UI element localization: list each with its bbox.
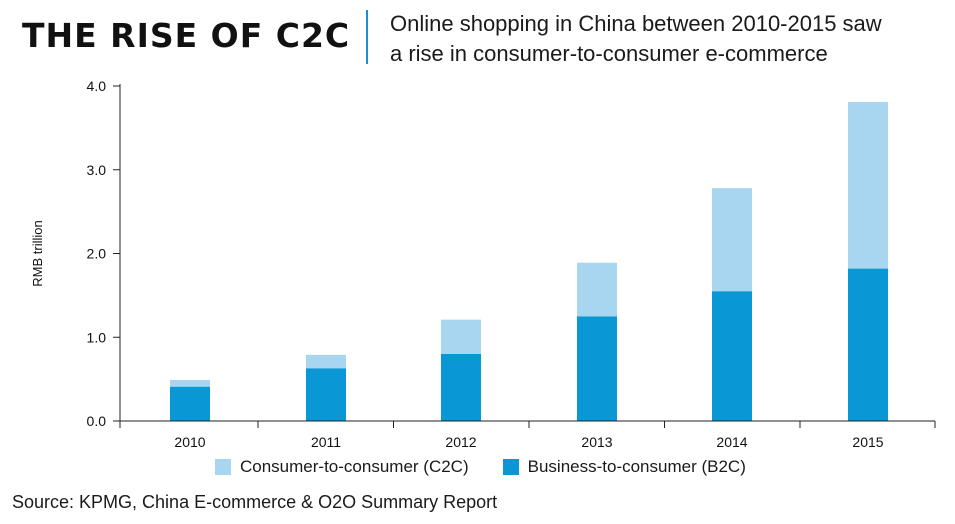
y-tick-label-4.0: 4.0 bbox=[87, 78, 107, 94]
subtitle: Online shopping in China between 2010-20… bbox=[390, 9, 950, 69]
bar-c2c-2014 bbox=[712, 188, 752, 292]
x-tick-label-2010: 2010 bbox=[174, 434, 205, 450]
headline: THE RISE OF C2C bbox=[22, 16, 351, 55]
legend-label-c2c: Consumer-to-consumer (C2C) bbox=[240, 457, 469, 476]
source-note: Source: KPMG, China E-commerce & O2O Sum… bbox=[12, 492, 498, 512]
x-tick-label-2011: 2011 bbox=[311, 434, 341, 450]
y-tick-label-1.0: 1.0 bbox=[87, 329, 107, 345]
legend-label-b2c: Business-to-consumer (B2C) bbox=[527, 457, 746, 476]
bar-c2c-2015 bbox=[848, 101, 888, 269]
bar-b2c-2013 bbox=[577, 316, 617, 421]
subtitle-line-1: Online shopping in China between 2010-20… bbox=[390, 11, 882, 36]
y-tick-label-0.0: 0.0 bbox=[87, 413, 107, 429]
legend-item-c2c: Consumer-to-consumer (C2C) bbox=[215, 457, 469, 477]
legend-item-b2c: Business-to-consumer (B2C) bbox=[502, 457, 746, 477]
bar-b2c-2014 bbox=[712, 291, 752, 421]
legend: Consumer-to-consumer (C2C) Business-to-c… bbox=[215, 457, 780, 477]
bars-group bbox=[170, 101, 888, 421]
x-tick-label-2013: 2013 bbox=[581, 434, 612, 450]
bar-b2c-2012 bbox=[441, 354, 481, 421]
axes-group: 0.0 1.0 2.0 3.0 4.0 2010 2011 2012 2013 2014 2015 R… bbox=[30, 78, 936, 450]
chart-header: THE RISE OF C2C Online shopping in China… bbox=[0, 0, 955, 78]
bar-b2c-2015 bbox=[848, 268, 888, 421]
legend-swatch-c2c bbox=[215, 459, 231, 475]
x-tick-label-2014: 2014 bbox=[716, 434, 747, 450]
legend-swatch-b2c bbox=[502, 459, 519, 475]
header-divider bbox=[366, 10, 368, 64]
y-axis-title: RMB trillion bbox=[30, 220, 45, 286]
bar-c2c-2011 bbox=[306, 354, 346, 369]
x-tick-label-2015: 2015 bbox=[852, 434, 883, 450]
y-tick-label-3.0: 3.0 bbox=[87, 162, 107, 178]
bar-c2c-2013 bbox=[577, 262, 617, 317]
bar-b2c-2011 bbox=[306, 368, 346, 421]
x-tick-label-2012: 2012 bbox=[445, 434, 476, 450]
subtitle-line-2: a rise in consumer-to-consumer e-commerc… bbox=[390, 41, 828, 66]
stacked-bar-chart: 0.0 1.0 2.0 3.0 4.0 2010 2011 2012 2013 2014 2015 R… bbox=[30, 78, 936, 450]
bar-c2c-2010 bbox=[170, 379, 210, 387]
bar-b2c-2010 bbox=[170, 386, 210, 421]
y-tick-label-2.0: 2.0 bbox=[87, 246, 107, 262]
bar-c2c-2012 bbox=[441, 319, 481, 354]
